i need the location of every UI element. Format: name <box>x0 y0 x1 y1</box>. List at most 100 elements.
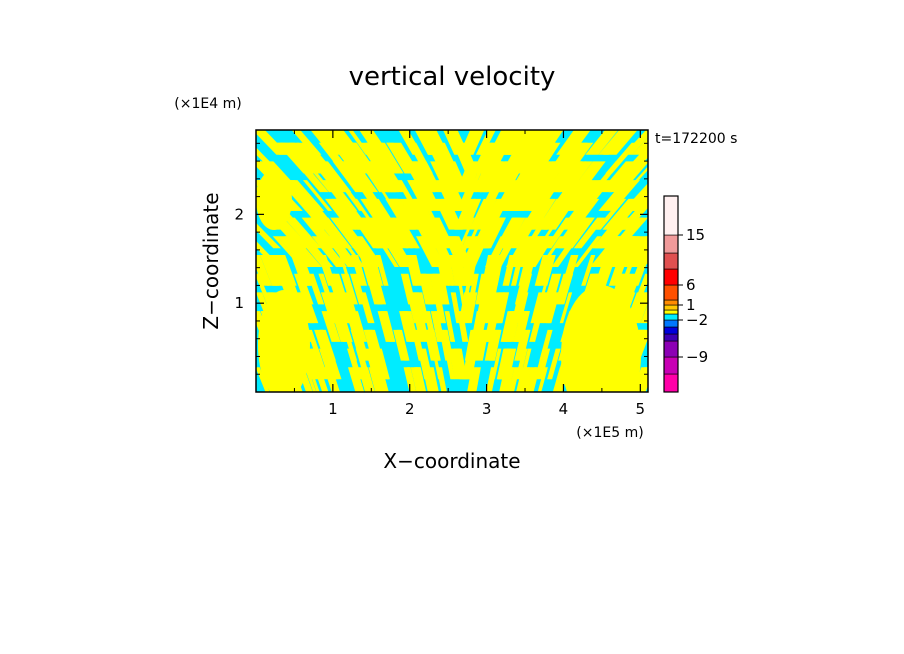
updraft-region-188 <box>513 180 540 211</box>
updraft-region-634 <box>422 367 435 392</box>
colorbar-frame <box>663 195 679 393</box>
time-label: t=172200 s <box>655 131 737 147</box>
updraft-region-636 <box>436 367 447 392</box>
updraft-region-589 <box>449 348 461 380</box>
updraft-region-33 <box>414 130 434 155</box>
updraft-region-673 <box>258 290 310 392</box>
updraft-region-137 <box>344 161 379 193</box>
updraft-region-572 <box>350 329 370 361</box>
updraft-region-667 <box>415 367 427 392</box>
updraft-region-408 <box>307 273 325 305</box>
updraft-region-91 <box>365 142 399 174</box>
updraft-region-657 <box>372 367 389 392</box>
updraft-region-478 <box>495 292 509 324</box>
updraft-region-530 <box>514 329 526 361</box>
updraft-region-181 <box>506 180 528 211</box>
updraft-region-378 <box>436 255 450 286</box>
updraft-region-613 <box>324 348 342 380</box>
updraft-region-509 <box>340 311 353 342</box>
updraft-region-519 <box>514 311 527 342</box>
colorbar-level-6 <box>663 313 679 321</box>
colorbar-tick-label-0: −9 <box>686 348 708 366</box>
updraft-region-627 <box>508 367 520 392</box>
x-axis-unit: (×1E5 m) <box>576 425 643 441</box>
updraft-region-9 <box>585 130 619 155</box>
updraft-region-126 <box>373 161 406 193</box>
updraft-region-244 <box>256 222 281 249</box>
colorbar-level-3 <box>663 333 679 342</box>
updraft-region-291 <box>256 240 282 267</box>
updraft-region-584 <box>547 348 561 380</box>
updraft-region-362 <box>350 255 368 286</box>
y-axis-label: Z−coordinate <box>199 192 223 329</box>
updraft-region-275 <box>507 217 539 249</box>
updraft-region-179 <box>302 180 332 211</box>
updraft-region-512 <box>502 311 519 342</box>
updraft-region-207 <box>434 198 460 230</box>
updraft-region-43 <box>256 130 288 155</box>
updraft-region-505 <box>484 311 499 342</box>
chart-title: vertical velocity <box>349 62 556 92</box>
updraft-region-269 <box>283 217 322 249</box>
updraft-region-366 <box>597 255 612 286</box>
updraft-region-653 <box>358 367 375 392</box>
x-tick-label-4: 5 <box>636 400 646 418</box>
updraft-region-120 <box>358 161 393 193</box>
updraft-region-645 <box>304 367 317 392</box>
updraft-region-662 <box>525 367 537 392</box>
x-tick-label-0: 1 <box>328 400 338 418</box>
updraft-region-326 <box>381 236 408 267</box>
updraft-region-651 <box>537 367 548 392</box>
updraft-region-338 <box>511 255 524 286</box>
updraft-region-552 <box>426 329 441 361</box>
updraft-region-109 <box>410 161 435 193</box>
updraft-region-339 <box>540 255 556 286</box>
updraft-region-191 <box>566 180 600 211</box>
updraft-region-118 <box>599 161 638 193</box>
updraft-region-554 <box>396 329 410 361</box>
y-tick-label-1: 2 <box>234 205 244 223</box>
updraft-region-431 <box>369 273 382 305</box>
updraft-region-270 <box>554 217 581 249</box>
updraft-region-608 <box>444 348 455 380</box>
updraft-region-333 <box>590 236 623 267</box>
updraft-region-490 <box>444 311 456 342</box>
updraft-region-143 <box>478 161 504 193</box>
updraft-region-377 <box>602 255 617 286</box>
updraft-region-57 <box>256 147 282 174</box>
x-axis-label: X−coordinate <box>383 449 520 473</box>
colorbar-level-14 <box>663 195 679 236</box>
updraft-region-24 <box>479 130 496 155</box>
updraft-region-438 <box>296 292 314 324</box>
updraft-region-175 <box>530 180 554 211</box>
colorbar-tick-label-4: 15 <box>686 226 705 244</box>
colorbar: −9 −21 6 15 <box>663 195 708 393</box>
updraft-region-473 <box>433 292 446 324</box>
updraft-region-409 <box>437 273 447 305</box>
updraft-region-647 <box>467 367 481 392</box>
updraft-region-235 <box>544 198 572 230</box>
updraft-region-44 <box>501 130 524 155</box>
x-tick-label-1: 2 <box>405 400 415 418</box>
x-tick-label-2: 3 <box>482 400 492 418</box>
colorbar-level-2 <box>663 340 679 358</box>
updraft-region-364 <box>375 255 389 286</box>
updraft-region-248 <box>458 217 475 249</box>
updraft-region-449 <box>640 303 648 324</box>
updraft-region-605 <box>453 348 468 380</box>
y-axis-ticks: 12 <box>234 142 648 375</box>
colorbar-level-7 <box>663 309 679 315</box>
updraft-region-666 <box>406 367 417 392</box>
y-axis-unit: (×1E4 m) <box>174 96 241 112</box>
updraft-region-209 <box>469 198 498 230</box>
updraft-region-635 <box>256 367 270 392</box>
updraft-region-516 <box>529 311 543 342</box>
colorbar-level-9 <box>663 299 679 306</box>
colorbar-level-10 <box>663 284 679 301</box>
colorbar-level-8 <box>663 304 679 311</box>
updraft-region-619 <box>311 348 329 380</box>
updraft-region-502 <box>380 311 396 342</box>
updraft-region-78 <box>381 142 404 174</box>
updraft-region-660 <box>428 367 439 392</box>
x-axis-ticks: 1 2 3 4 5 <box>293 130 646 418</box>
